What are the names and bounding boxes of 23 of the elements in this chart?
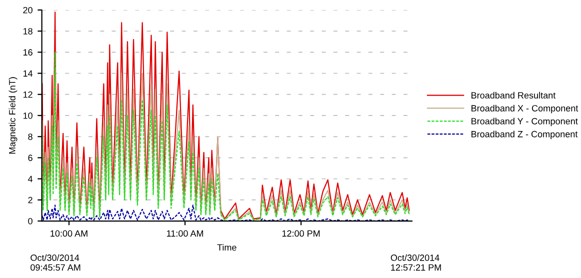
y-tick-label: 4 xyxy=(28,176,33,182)
y-tick-label: 10 xyxy=(23,112,32,119)
y-tick-label: 18 xyxy=(23,28,32,34)
line-series xyxy=(42,204,410,222)
y-tick-label: 14 xyxy=(23,70,33,77)
legend-label: Broadband Y - Component xyxy=(472,118,578,126)
y-tick-label: 6 xyxy=(28,154,32,162)
x-tick-label: 12:00 PM xyxy=(282,230,320,237)
text: Oct/30/2014 09:45:57 AM xyxy=(30,254,80,271)
legend-label: Broadband X - Component xyxy=(472,104,578,114)
x-tick-label: 10:00 AM xyxy=(50,230,88,237)
y-tick-label: 8 xyxy=(28,134,32,140)
x-tick-label: 11:00 AM xyxy=(166,230,204,237)
y-tick-label: 12 xyxy=(23,91,32,98)
legend-label: Broadband Z - Component xyxy=(472,130,578,140)
x-axis-title: Time xyxy=(217,244,236,251)
legend-label: Broadband Resultant xyxy=(472,92,556,99)
y-tick-label: 20 xyxy=(23,6,32,14)
text: Oct/30/2014 12:57:21 PM xyxy=(390,254,441,271)
y-tick-label: 2 xyxy=(28,196,32,204)
y-tick-label: 16 xyxy=(23,49,32,56)
y-tick-label: 0 xyxy=(28,218,32,224)
y-axis-title: Magnetic Field (nT) xyxy=(8,77,18,154)
